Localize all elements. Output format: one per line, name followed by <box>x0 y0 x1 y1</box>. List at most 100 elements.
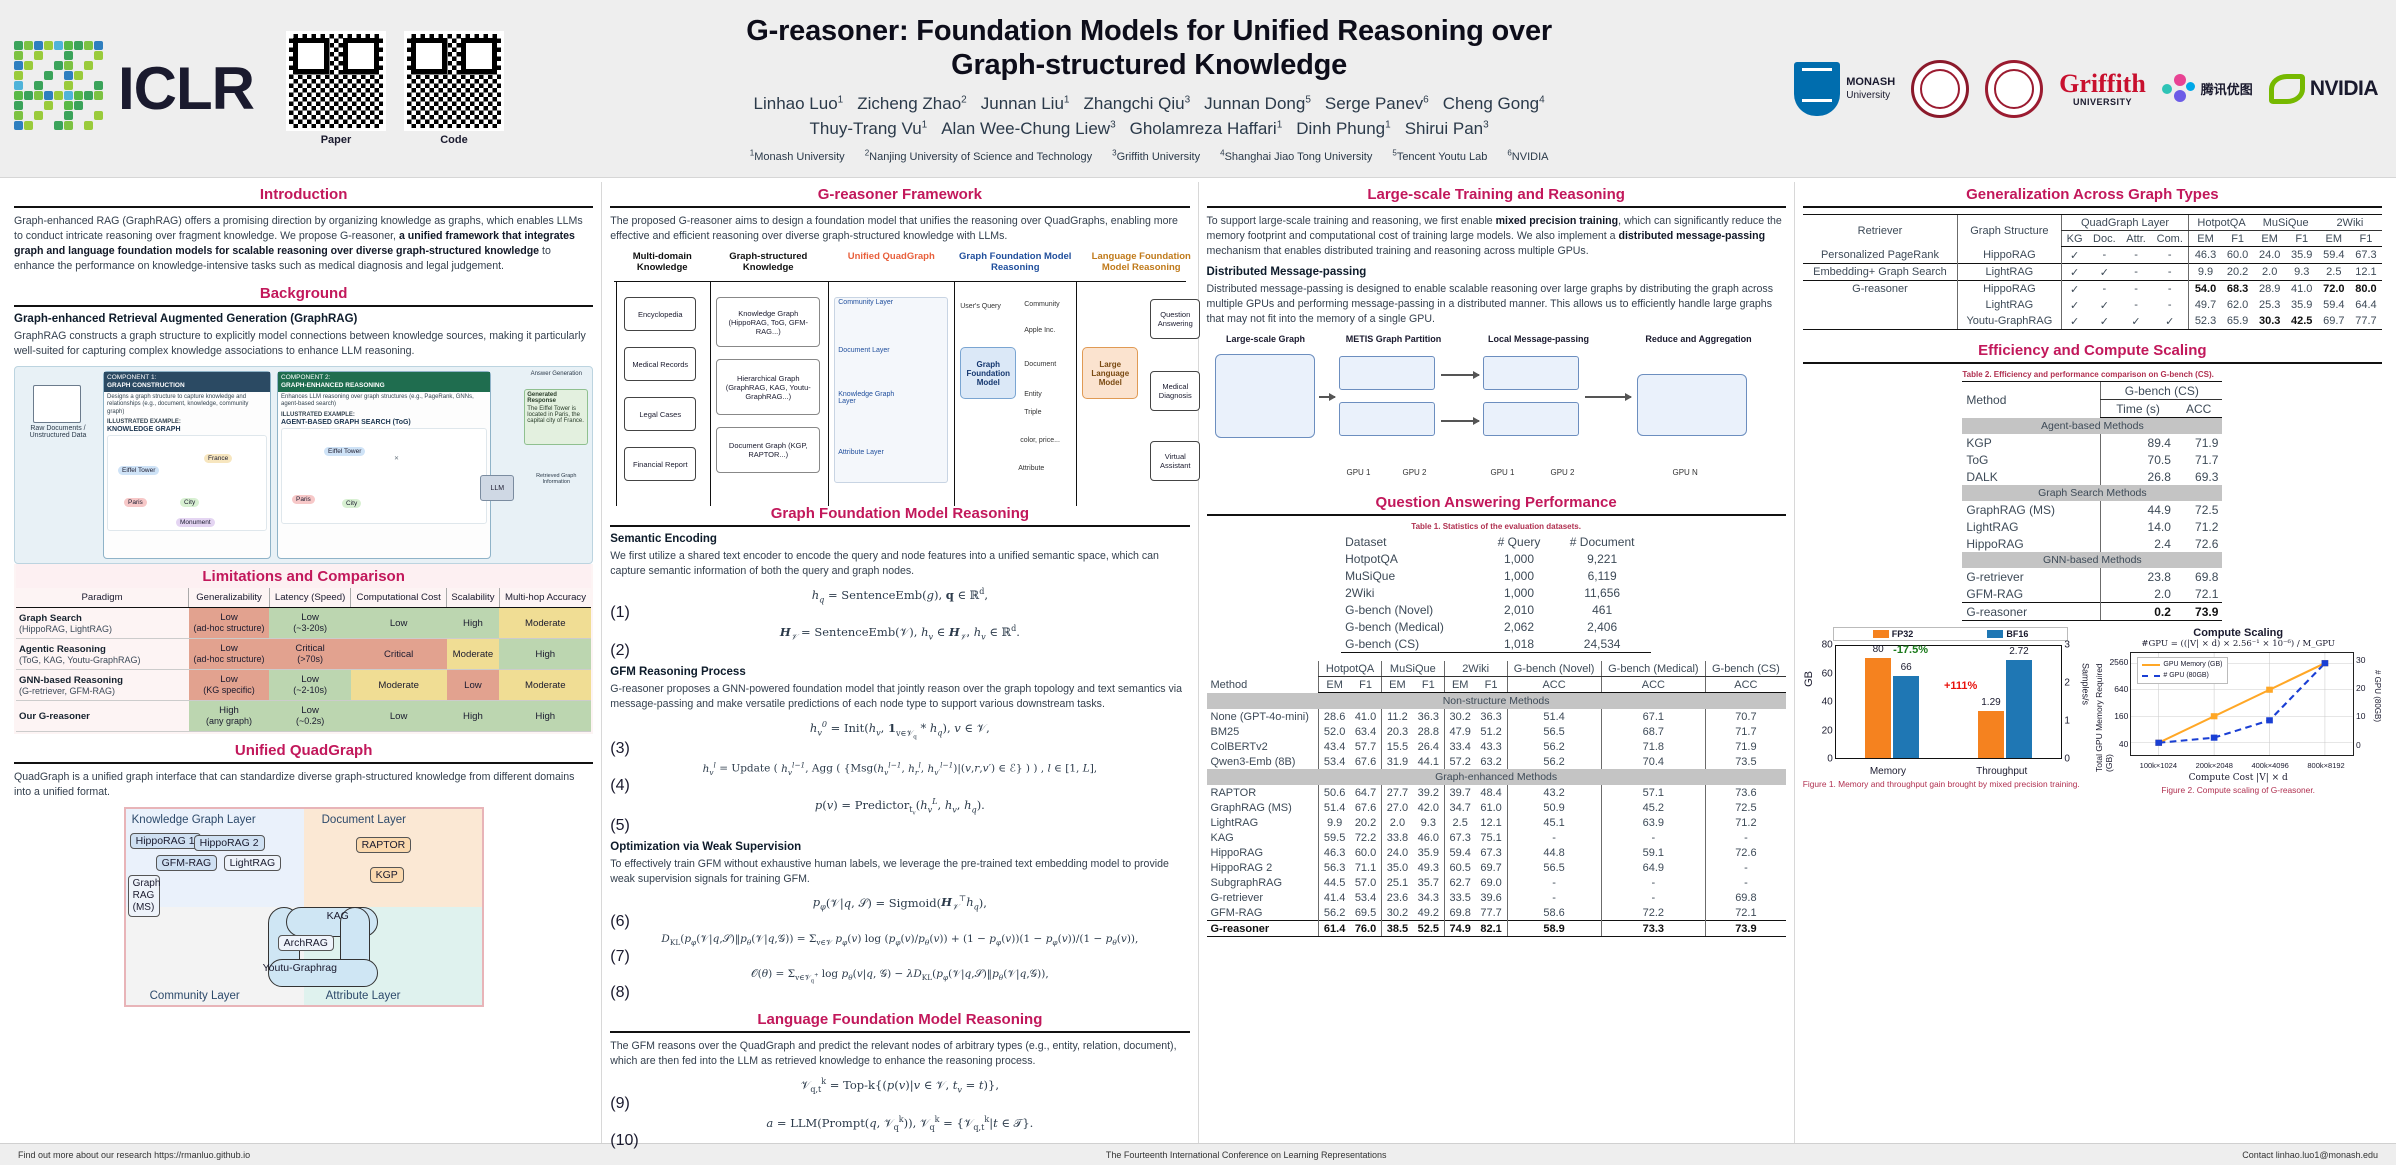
qa-value-cell: 69.8 <box>1443 905 1476 921</box>
legend-swatch <box>1872 630 1889 638</box>
qa-value-cell: 51.4 <box>1506 709 1602 725</box>
footer-right[interactable]: Contact linhao.luo1@monash.edu <box>2242 1149 2378 1160</box>
component-2-desc: Enhances LLM reasoning over graph struct… <box>281 393 474 408</box>
iclr-dot <box>54 60 63 70</box>
qa-value-cell: 77.7 <box>1480 906 1502 919</box>
qa-metric-header: EM <box>1380 676 1413 694</box>
chip-gfm-rag: GFM-RAG <box>155 855 218 872</box>
table-row: ColBERTv2 43.4 57.7 15.5 26.4 33.4 43.3 56.2 71.… <box>1207 739 1786 755</box>
qa-method-name: HippoRAG <box>1210 846 1264 859</box>
iclr-dot <box>24 60 33 70</box>
eff-method-name: G-retriever <box>1966 569 2024 584</box>
gen-layer-cell: - <box>2121 280 2152 297</box>
qa-value-cell: 27.7 <box>1380 785 1413 801</box>
bar-chart-area: GB Samples/s FP32 BF16 80 60 40 20 0 3 2 1 0 80 6… <box>1803 627 2090 777</box>
qr-code-repo[interactable]: Code <box>403 31 504 146</box>
table-1-cell: 24,534 <box>1553 635 1652 654</box>
qa-method-name: G-retriever <box>1210 891 1264 904</box>
source-financial-report: Financial Report <box>624 447 697 482</box>
line-ytick: 160 <box>2114 711 2129 722</box>
answer-generation-label: Answer Generation <box>530 371 582 378</box>
generated-response-text: The Eiffel Tower is located in Paris, th… <box>527 406 584 425</box>
line-xtick: 200k×2048 <box>2195 761 2233 770</box>
qa-value-cell: 61.4 <box>1318 920 1351 938</box>
iclr-dot <box>94 50 103 60</box>
author-name: Shirui Pan3 <box>1404 118 1489 138</box>
table-1-cell: 1,018 <box>1484 635 1554 654</box>
bar-category-label: Throughput <box>1976 766 2028 777</box>
iclr-dot <box>34 40 43 50</box>
column-4: Generalization Across Graph Types Retrie… <box>1793 182 2390 1143</box>
gen-value-cell: 25.3 <box>2258 299 2281 311</box>
page-title: G-reasoner: Foundation Models for Unifie… <box>514 14 1784 82</box>
limitations-cell: Critical <box>350 638 447 671</box>
eff-method-name: DALK <box>1966 469 1998 484</box>
graphrag-figure: Raw Documents / Unstructured Data COMPON… <box>14 366 594 565</box>
limitations-table-header: Paradigm Generalizability Latency (Speed) C… <box>16 588 592 609</box>
limitations-paradigm-sub: (HippoRAG, LightRAG) <box>19 623 113 634</box>
figure-2-caption: Figure 2. Compute scaling of G-reasoner. <box>2161 785 2315 795</box>
equation-6: pφ(𝒱|q, 𝒮) = Sigmoid(H𝒱⊤hq), (6) <box>610 894 987 930</box>
qa-value-cell: 49.3 <box>1417 861 1440 874</box>
qr-code-icon[interactable] <box>403 31 504 131</box>
flow-arrow <box>1584 393 1632 402</box>
qa-value-cell: 38.5 <box>1380 920 1413 938</box>
qa-results-header: Method HotpotQA MuSiQue 2Wiki G-bench (Novel… <box>1207 661 1786 694</box>
table-1-cell: HotpotQA <box>1345 551 1398 566</box>
limitations-paradigm: GNN-based Reasoning (G-retriever, GFM-RAG… <box>16 669 189 702</box>
monash-shield-icon <box>1794 61 1841 116</box>
divider <box>14 762 594 765</box>
table-1-cell: 1,000 <box>1504 568 1535 583</box>
eff-acc-cell: 71.2 <box>2195 519 2219 534</box>
gen-value-cell: 41.0 <box>2285 280 2318 297</box>
bar-chart-plot: 80 66 -17.5% 1.29 2.72 +111% <box>1834 644 2063 759</box>
bar-ytick: 40 <box>1821 696 1833 708</box>
source-encyclopedia: Encyclopedia <box>624 297 697 332</box>
table-1-cell: MuSiQue <box>1345 568 1396 583</box>
component-1-example: KNOWLEDGE GRAPH <box>107 426 181 434</box>
limitations-cell: High (any graph) <box>188 700 270 733</box>
author-name: Thuy-Trang Vu1 <box>809 118 928 138</box>
graph-node-paris: Paris <box>124 498 147 508</box>
limitations-col-header: Paradigm <box>16 588 190 609</box>
qa-value-cell: 71.8 <box>1600 739 1706 755</box>
eff-group-label: Graph Search Methods <box>1962 485 2223 501</box>
table-row: GraphRAG (MS) 44.9 72.5 <box>1962 501 2222 518</box>
partition-gpu-2 <box>1338 402 1435 437</box>
footer-left[interactable]: Find out more about our research https:/… <box>18 1149 251 1160</box>
semantic-encoding-text: We first utilize a shared text encoder t… <box>610 550 1159 578</box>
table-1-col-header: # Query <box>1497 534 1541 549</box>
gen-structure-cell: Youtu-GraphRAG <box>1957 313 2062 330</box>
qa-value-cell: 56.5 <box>1506 860 1602 876</box>
limitations-col-header: Computational Cost <box>350 588 448 609</box>
iclr-dot <box>94 90 103 100</box>
gfm-reasoning-heading: GFM Reasoning Process <box>610 666 746 679</box>
iclr-dot <box>24 90 33 100</box>
qa-method-header: Method <box>1210 679 1248 692</box>
qr-code-icon[interactable] <box>285 31 386 131</box>
author-affiliation-marker: 3 <box>1483 119 1489 131</box>
qa-value-cell: 71.9 <box>1705 739 1786 755</box>
graph-node-city: City <box>180 498 200 508</box>
line-ytick-right: 10 <box>2356 711 2366 722</box>
qr-paper[interactable]: Paper <box>285 31 386 146</box>
document-node-label: Document <box>1024 361 1057 369</box>
gen-value-cell: 20.2 <box>2221 263 2254 281</box>
qa-value-cell: 35.7 <box>1417 876 1440 889</box>
source-legal-cases: Legal Cases <box>624 397 697 432</box>
gen-layer-cell: ✓ <box>2087 263 2122 281</box>
section-title-gfm: Graph Foundation Model Reasoning <box>770 505 1030 523</box>
gen-value-cell: 65.9 <box>2221 313 2254 330</box>
gen-layer-header: Doc. <box>2087 230 2122 247</box>
author-affiliation-marker: 1 <box>1385 119 1391 131</box>
chip-lightrag: LightRAG <box>223 855 282 872</box>
qa-method-name: RAPTOR <box>1210 786 1257 799</box>
gen-value-cell: 64.4 <box>2355 299 2377 311</box>
table-1-body: HotpotQA 1,000 9,221 MuSiQue 1,000 6,119 2Wiki… <box>1341 550 1652 654</box>
table-row: SubgraphRAG 44.5 57.0 25.1 35.7 62.7 69.0- - - <box>1207 875 1786 891</box>
table-row: KAG 59.5 72.2 33.8 46.0 67.3 75.1- - - <box>1207 830 1786 846</box>
qa-value-cell: 49.2 <box>1417 906 1440 919</box>
iclr-dot <box>34 50 43 60</box>
dmp-stage-2: METIS Graph Partition <box>1345 334 1442 345</box>
